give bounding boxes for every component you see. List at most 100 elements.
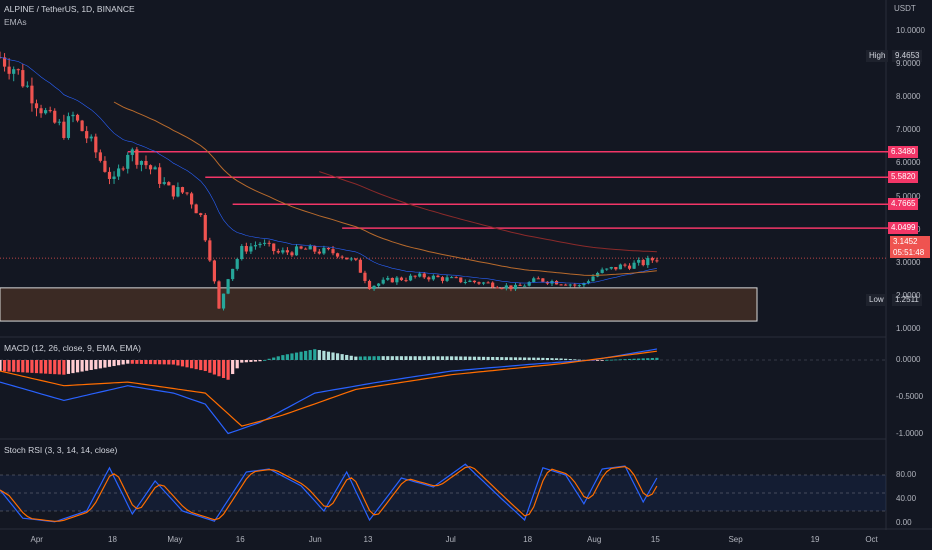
candle-body[interactable] — [176, 187, 180, 197]
ema-indicator-label[interactable]: EMAs — [4, 17, 27, 27]
candle-body[interactable] — [454, 277, 458, 279]
candle-body[interactable] — [167, 182, 171, 186]
candle-body[interactable] — [231, 268, 235, 280]
candle-body[interactable] — [112, 176, 116, 179]
candle-body[interactable] — [317, 251, 321, 254]
candle-body[interactable] — [372, 285, 376, 290]
candle-body[interactable] — [564, 284, 568, 286]
candle-body[interactable] — [294, 246, 299, 256]
candle-body[interactable] — [568, 284, 572, 286]
candle-body[interactable] — [98, 152, 102, 161]
candle-body[interactable] — [221, 293, 226, 309]
candle-body[interactable] — [212, 260, 217, 282]
candle-body[interactable] — [66, 116, 71, 138]
candle-body[interactable] — [75, 114, 80, 121]
candle-body[interactable] — [367, 280, 372, 290]
candle-body[interactable] — [203, 215, 207, 241]
candle-body[interactable] — [395, 277, 399, 283]
candle-body[interactable] — [609, 267, 613, 269]
candle-body[interactable] — [185, 192, 189, 194]
candle-body[interactable] — [655, 260, 659, 262]
candle-body[interactable] — [650, 258, 654, 261]
candle-body[interactable] — [16, 69, 20, 71]
candle-body[interactable] — [646, 258, 650, 266]
candle-body[interactable] — [477, 282, 481, 284]
candle-body[interactable] — [25, 85, 29, 87]
candle-body[interactable] — [335, 253, 340, 257]
candle-body[interactable] — [431, 275, 435, 280]
candle-body[interactable] — [472, 280, 477, 283]
candle-body[interactable] — [249, 246, 253, 252]
candle-body[interactable] — [130, 149, 134, 155]
candle-body[interactable] — [103, 160, 107, 172]
candle-body[interactable] — [85, 131, 89, 139]
candle-body[interactable] — [285, 250, 289, 253]
candle-body[interactable] — [463, 281, 467, 283]
candle-body[interactable] — [614, 267, 618, 270]
candle-body[interactable] — [591, 276, 595, 282]
candle-body[interactable] — [208, 240, 212, 261]
candle-body[interactable] — [413, 275, 417, 277]
candle-body[interactable] — [34, 103, 39, 109]
candle-body[interactable] — [354, 258, 358, 260]
candle-body[interactable] — [559, 284, 563, 286]
candle-body[interactable] — [44, 110, 48, 114]
candle-body[interactable] — [363, 272, 367, 281]
candle-body[interactable] — [495, 287, 499, 289]
macd-title[interactable]: MACD (12, 26, close, 9, EMA, EMA) — [4, 343, 141, 353]
candle-body[interactable] — [513, 284, 518, 290]
candle-body[interactable] — [244, 246, 248, 252]
candle-body[interactable] — [21, 70, 25, 87]
candle-body[interactable] — [281, 250, 285, 253]
candle-body[interactable] — [440, 277, 445, 281]
candle-body[interactable] — [399, 277, 404, 281]
candle-body[interactable] — [509, 285, 513, 290]
candle-body[interactable] — [194, 204, 198, 214]
candle-body[interactable] — [468, 280, 472, 282]
candle-body[interactable] — [404, 280, 408, 282]
candle-body[interactable] — [162, 182, 166, 184]
candle-body[interactable] — [308, 246, 312, 250]
candle-body[interactable] — [135, 149, 139, 165]
candle-body[interactable] — [326, 247, 331, 250]
candle-body[interactable] — [304, 248, 308, 250]
symbol-title[interactable]: ALPINE / TetherUS, 1D, BINANCE — [4, 4, 135, 14]
candle-body[interactable] — [450, 277, 454, 279]
candle-body[interactable] — [235, 259, 239, 269]
candle-body[interactable] — [30, 85, 34, 104]
candle-body[interactable] — [623, 264, 627, 266]
candle-body[interactable] — [290, 252, 294, 256]
candle-body[interactable] — [158, 167, 162, 184]
candle-body[interactable] — [577, 285, 581, 287]
candle-body[interactable] — [94, 136, 98, 153]
candle-body[interactable] — [126, 154, 130, 169]
candle-body[interactable] — [253, 245, 258, 247]
candle-body[interactable] — [276, 251, 280, 253]
candle-body[interactable] — [390, 277, 394, 283]
candle-body[interactable] — [422, 273, 426, 278]
candle-body[interactable] — [226, 279, 230, 294]
candle-body[interactable] — [504, 285, 508, 289]
candle-body[interactable] — [500, 288, 504, 290]
candle-body[interactable] — [586, 281, 591, 284]
candle-body[interactable] — [632, 262, 636, 269]
candle-body[interactable] — [117, 168, 121, 177]
candle-body[interactable] — [445, 277, 449, 281]
candle-body[interactable] — [349, 258, 353, 260]
candle-body[interactable] — [459, 277, 463, 283]
candle-body[interactable] — [7, 66, 11, 74]
candle-body[interactable] — [148, 165, 153, 170]
candle-body[interactable] — [408, 275, 413, 281]
candle-body[interactable] — [80, 120, 84, 132]
candle-body[interactable] — [313, 246, 317, 252]
candle-body[interactable] — [641, 259, 645, 266]
candle-body[interactable] — [121, 168, 125, 170]
candle-body[interactable] — [536, 278, 540, 280]
candle-body[interactable] — [340, 256, 344, 258]
candle-body[interactable] — [418, 273, 422, 277]
candle-body[interactable] — [62, 121, 66, 138]
candle-body[interactable] — [582, 283, 586, 286]
candle-body[interactable] — [299, 246, 303, 249]
candle-body[interactable] — [2, 57, 7, 67]
